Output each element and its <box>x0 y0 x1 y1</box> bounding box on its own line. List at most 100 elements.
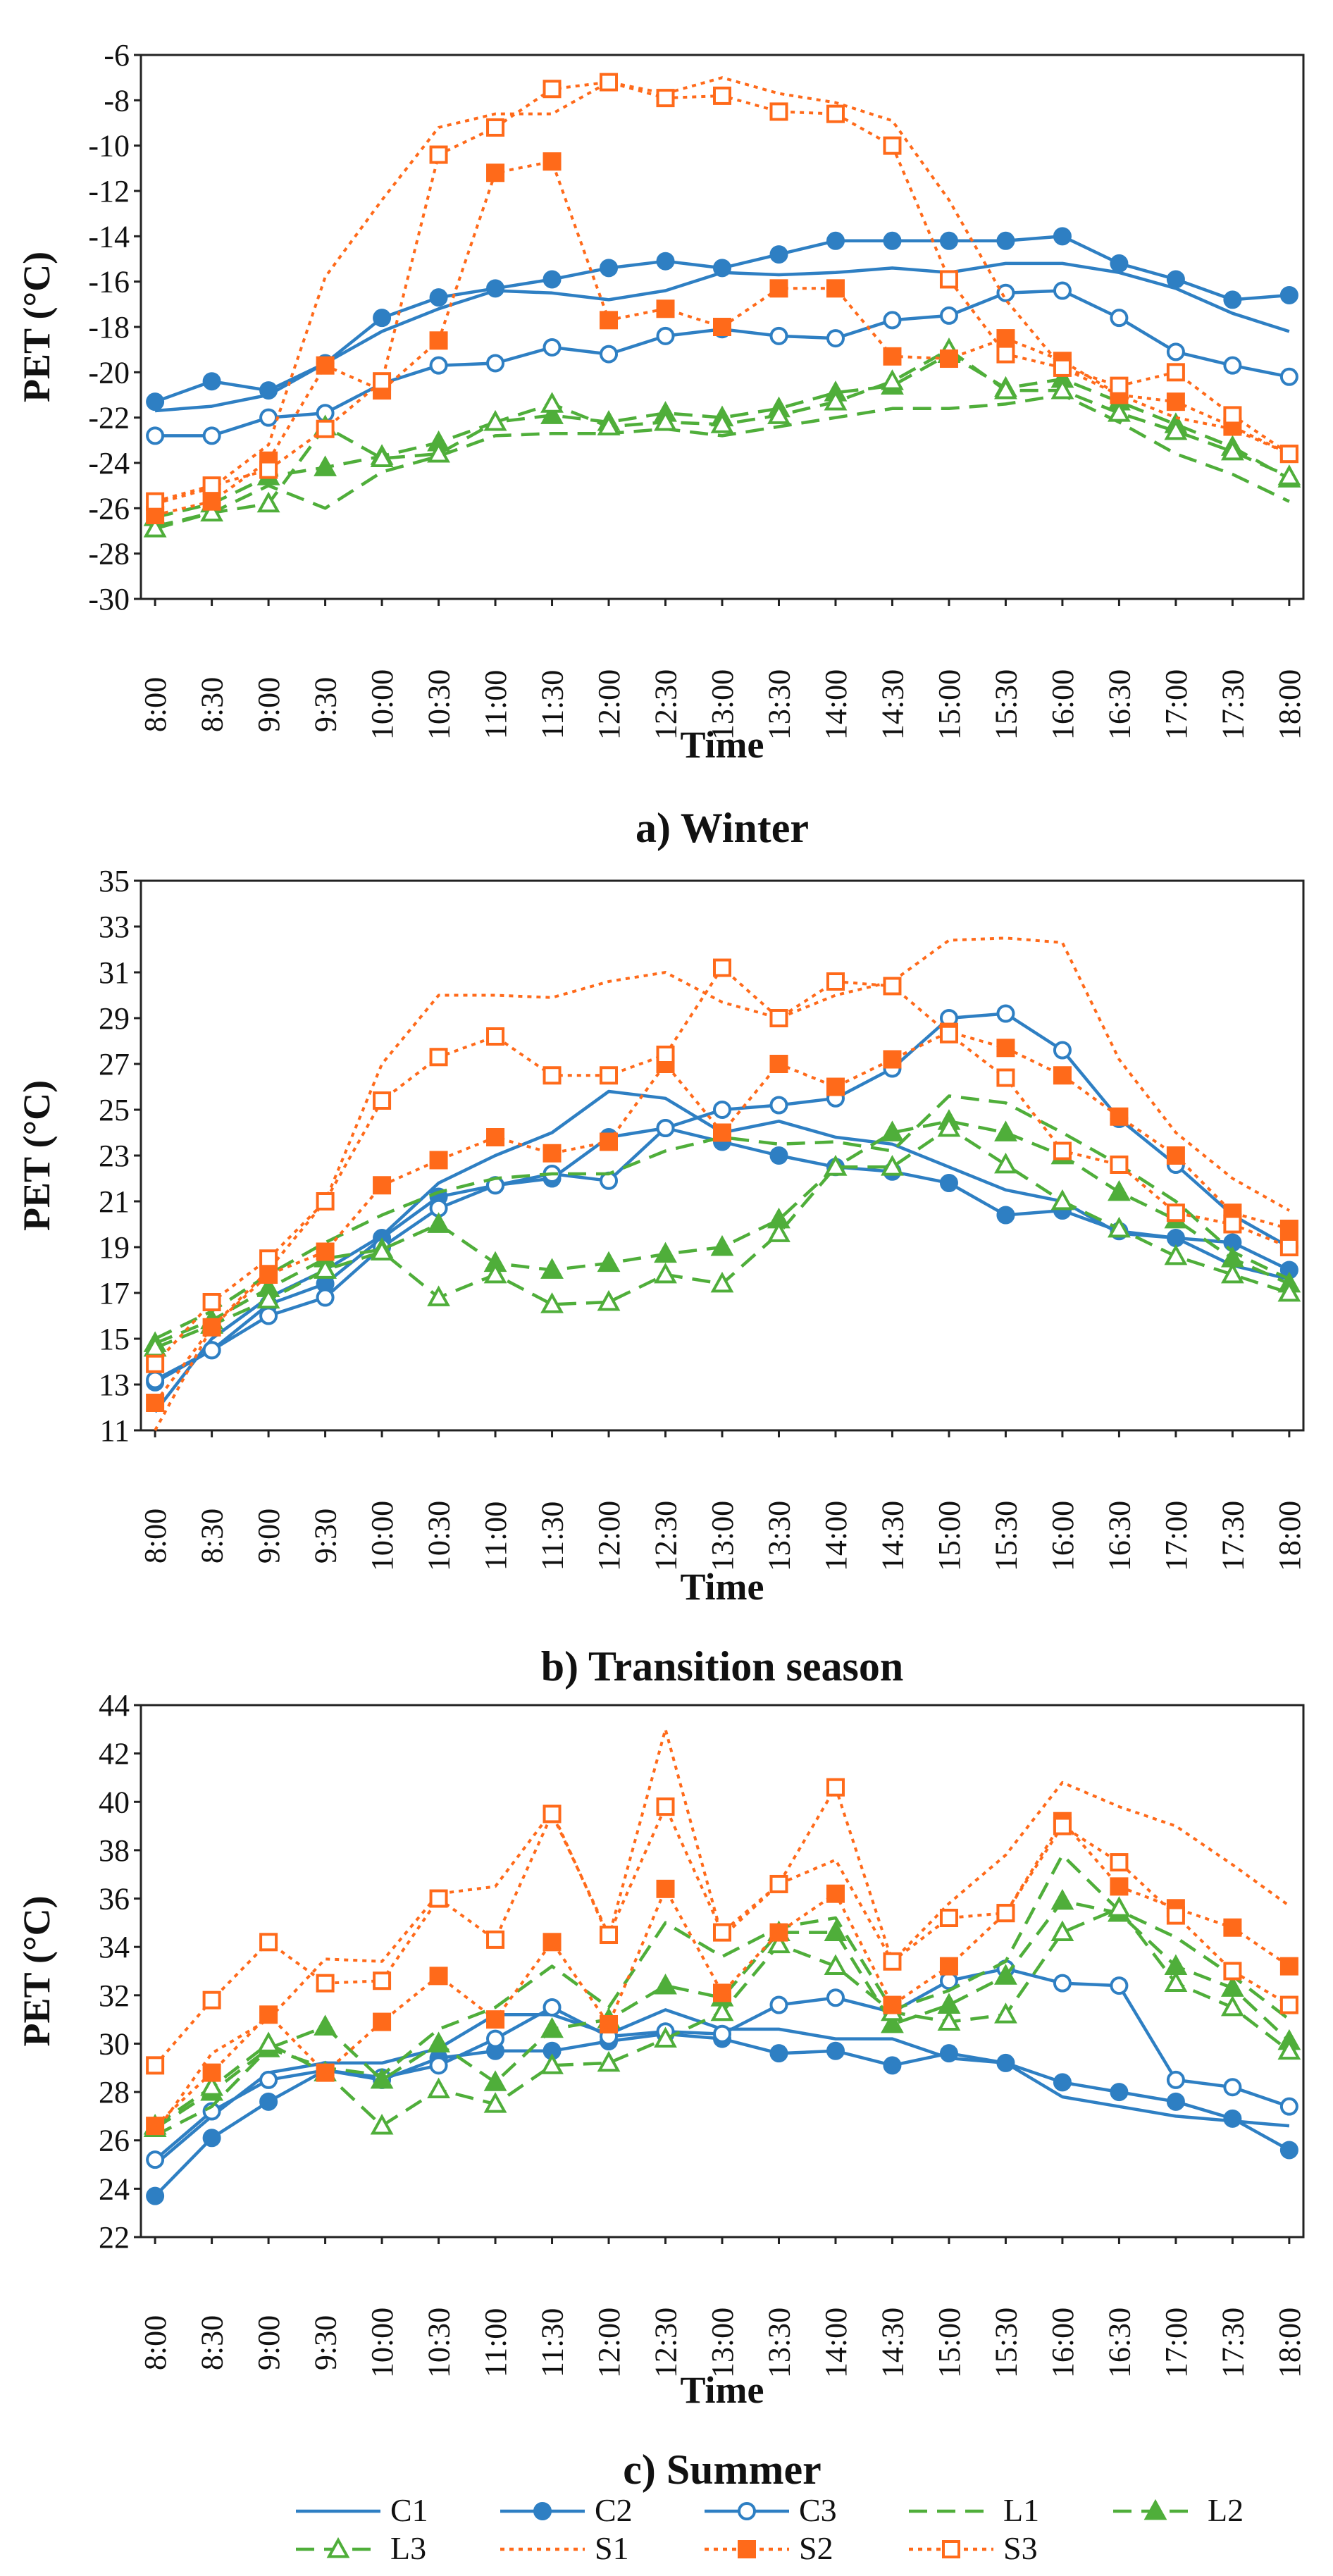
data-point <box>713 86 731 105</box>
data-point <box>1110 1853 1129 1872</box>
data-point <box>1166 392 1185 411</box>
x-tick-label: 11:00 <box>478 2308 513 2378</box>
legend-marker <box>942 2540 960 2558</box>
data-point <box>259 408 278 427</box>
x-tick-label: 17:30 <box>1215 1501 1250 1571</box>
data-point <box>373 1176 392 1195</box>
data-point <box>713 1923 731 1942</box>
data-point <box>824 1954 848 1976</box>
data-point <box>769 279 788 298</box>
data-point <box>713 2024 731 2043</box>
data-point <box>1279 2141 1298 2160</box>
data-point <box>1166 363 1185 382</box>
legend-label: S1 <box>595 2530 629 2566</box>
x-tick-label: 12:30 <box>649 1501 683 1571</box>
y-tick-label: -24 <box>88 446 130 481</box>
data-point <box>826 1884 845 1903</box>
legend-item-l2: L2 <box>1113 2492 1244 2528</box>
data-point <box>146 2117 165 2136</box>
chart-panel-2: 11 13 15 17 19 21 23 25 27 29 31 33 35 8:00 8:30 9:00 9:… <box>16 864 1307 1690</box>
data-point <box>314 455 337 476</box>
x-tick-label: 9:00 <box>252 677 286 732</box>
data-point <box>542 1066 562 1085</box>
data-point <box>996 1206 1015 1225</box>
data-point <box>1050 1189 1074 1210</box>
data-point <box>316 1288 335 1307</box>
data-point <box>994 1964 1017 1985</box>
y-tick-label: -16 <box>88 265 130 299</box>
x-tick-label: 9:00 <box>252 1509 286 1563</box>
data-point <box>542 338 562 357</box>
x-tick-label: 9:30 <box>309 677 343 732</box>
data-point <box>1050 1888 1074 1910</box>
data-point <box>767 1221 790 1242</box>
data-point <box>1223 1962 1242 1981</box>
data-point <box>883 1050 902 1069</box>
data-point <box>826 1077 845 1096</box>
data-point <box>429 1967 448 1986</box>
x-tick-label: 9:30 <box>309 2315 343 2370</box>
data-point <box>486 2010 505 2029</box>
series-line <box>154 2032 1290 2198</box>
data-point <box>996 1039 1015 1058</box>
y-tick-label: 17 <box>99 1276 130 1311</box>
x-tick-label: 15:00 <box>932 2308 967 2378</box>
series-c2 <box>146 227 1298 411</box>
x-tick-label: 15:30 <box>988 669 1023 740</box>
data-point <box>202 1341 221 1360</box>
legend-label: S2 <box>799 2530 833 2566</box>
data-point <box>769 1923 788 1942</box>
legend-label: L2 <box>1208 2492 1244 2528</box>
x-tick-label: 13:30 <box>762 1501 796 1571</box>
data-point <box>486 1128 505 1146</box>
x-tick-label: 15:00 <box>932 669 967 740</box>
data-point <box>486 163 505 182</box>
x-tick-label: 12:30 <box>649 2308 683 2378</box>
data-point <box>202 2129 221 2148</box>
data-point <box>373 309 392 328</box>
series-l3 <box>143 338 1301 538</box>
legend-label: L1 <box>1003 2492 1039 2528</box>
data-point <box>1108 1216 1131 1238</box>
data-point <box>710 412 734 433</box>
x-tick-label: 10:30 <box>422 669 457 740</box>
data-point <box>710 1234 734 1256</box>
data-point <box>1164 1244 1188 1265</box>
data-point <box>259 2092 278 2111</box>
data-point <box>713 958 731 977</box>
data-point <box>883 2056 902 2075</box>
x-tick-label: 13:30 <box>762 669 796 740</box>
data-point <box>1223 290 1242 309</box>
data-point <box>146 2150 165 2169</box>
chart-panel-1: -30 -28 -26 -24 -22 -20 -18 -16 -14 -12 -10 -8 -6 8:0… <box>16 38 1307 851</box>
data-point <box>656 252 675 271</box>
data-point <box>202 372 221 391</box>
panel-caption: a) Winter <box>636 805 809 851</box>
legend-item-c1: C1 <box>296 2492 428 2528</box>
x-tick-label: 14:30 <box>875 669 910 740</box>
legend-item-l1: L1 <box>909 2492 1039 2528</box>
data-point <box>316 2063 335 2082</box>
data-point <box>994 1152 1017 1174</box>
data-point <box>1053 1816 1072 1835</box>
legend-item-s3: S3 <box>909 2530 1038 2566</box>
data-point <box>429 1048 448 1067</box>
y-axis-title: PET (°C) <box>16 1080 58 1231</box>
data-point <box>713 1983 731 2002</box>
data-point <box>429 288 448 307</box>
data-point <box>146 1354 165 1373</box>
data-point <box>540 1292 564 1313</box>
data-point <box>542 1144 562 1163</box>
legend-marker <box>1143 2498 1167 2520</box>
data-point <box>146 2186 165 2205</box>
data-point <box>259 1265 278 1284</box>
data-point <box>881 369 904 390</box>
legend-marker <box>533 2502 552 2520</box>
data-point <box>654 409 677 431</box>
data-point <box>600 1066 619 1085</box>
data-point <box>429 331 448 350</box>
data-point <box>656 1797 675 1816</box>
panel-caption: b) Transition season <box>541 1643 904 1690</box>
y-tick-label: -10 <box>88 129 130 163</box>
